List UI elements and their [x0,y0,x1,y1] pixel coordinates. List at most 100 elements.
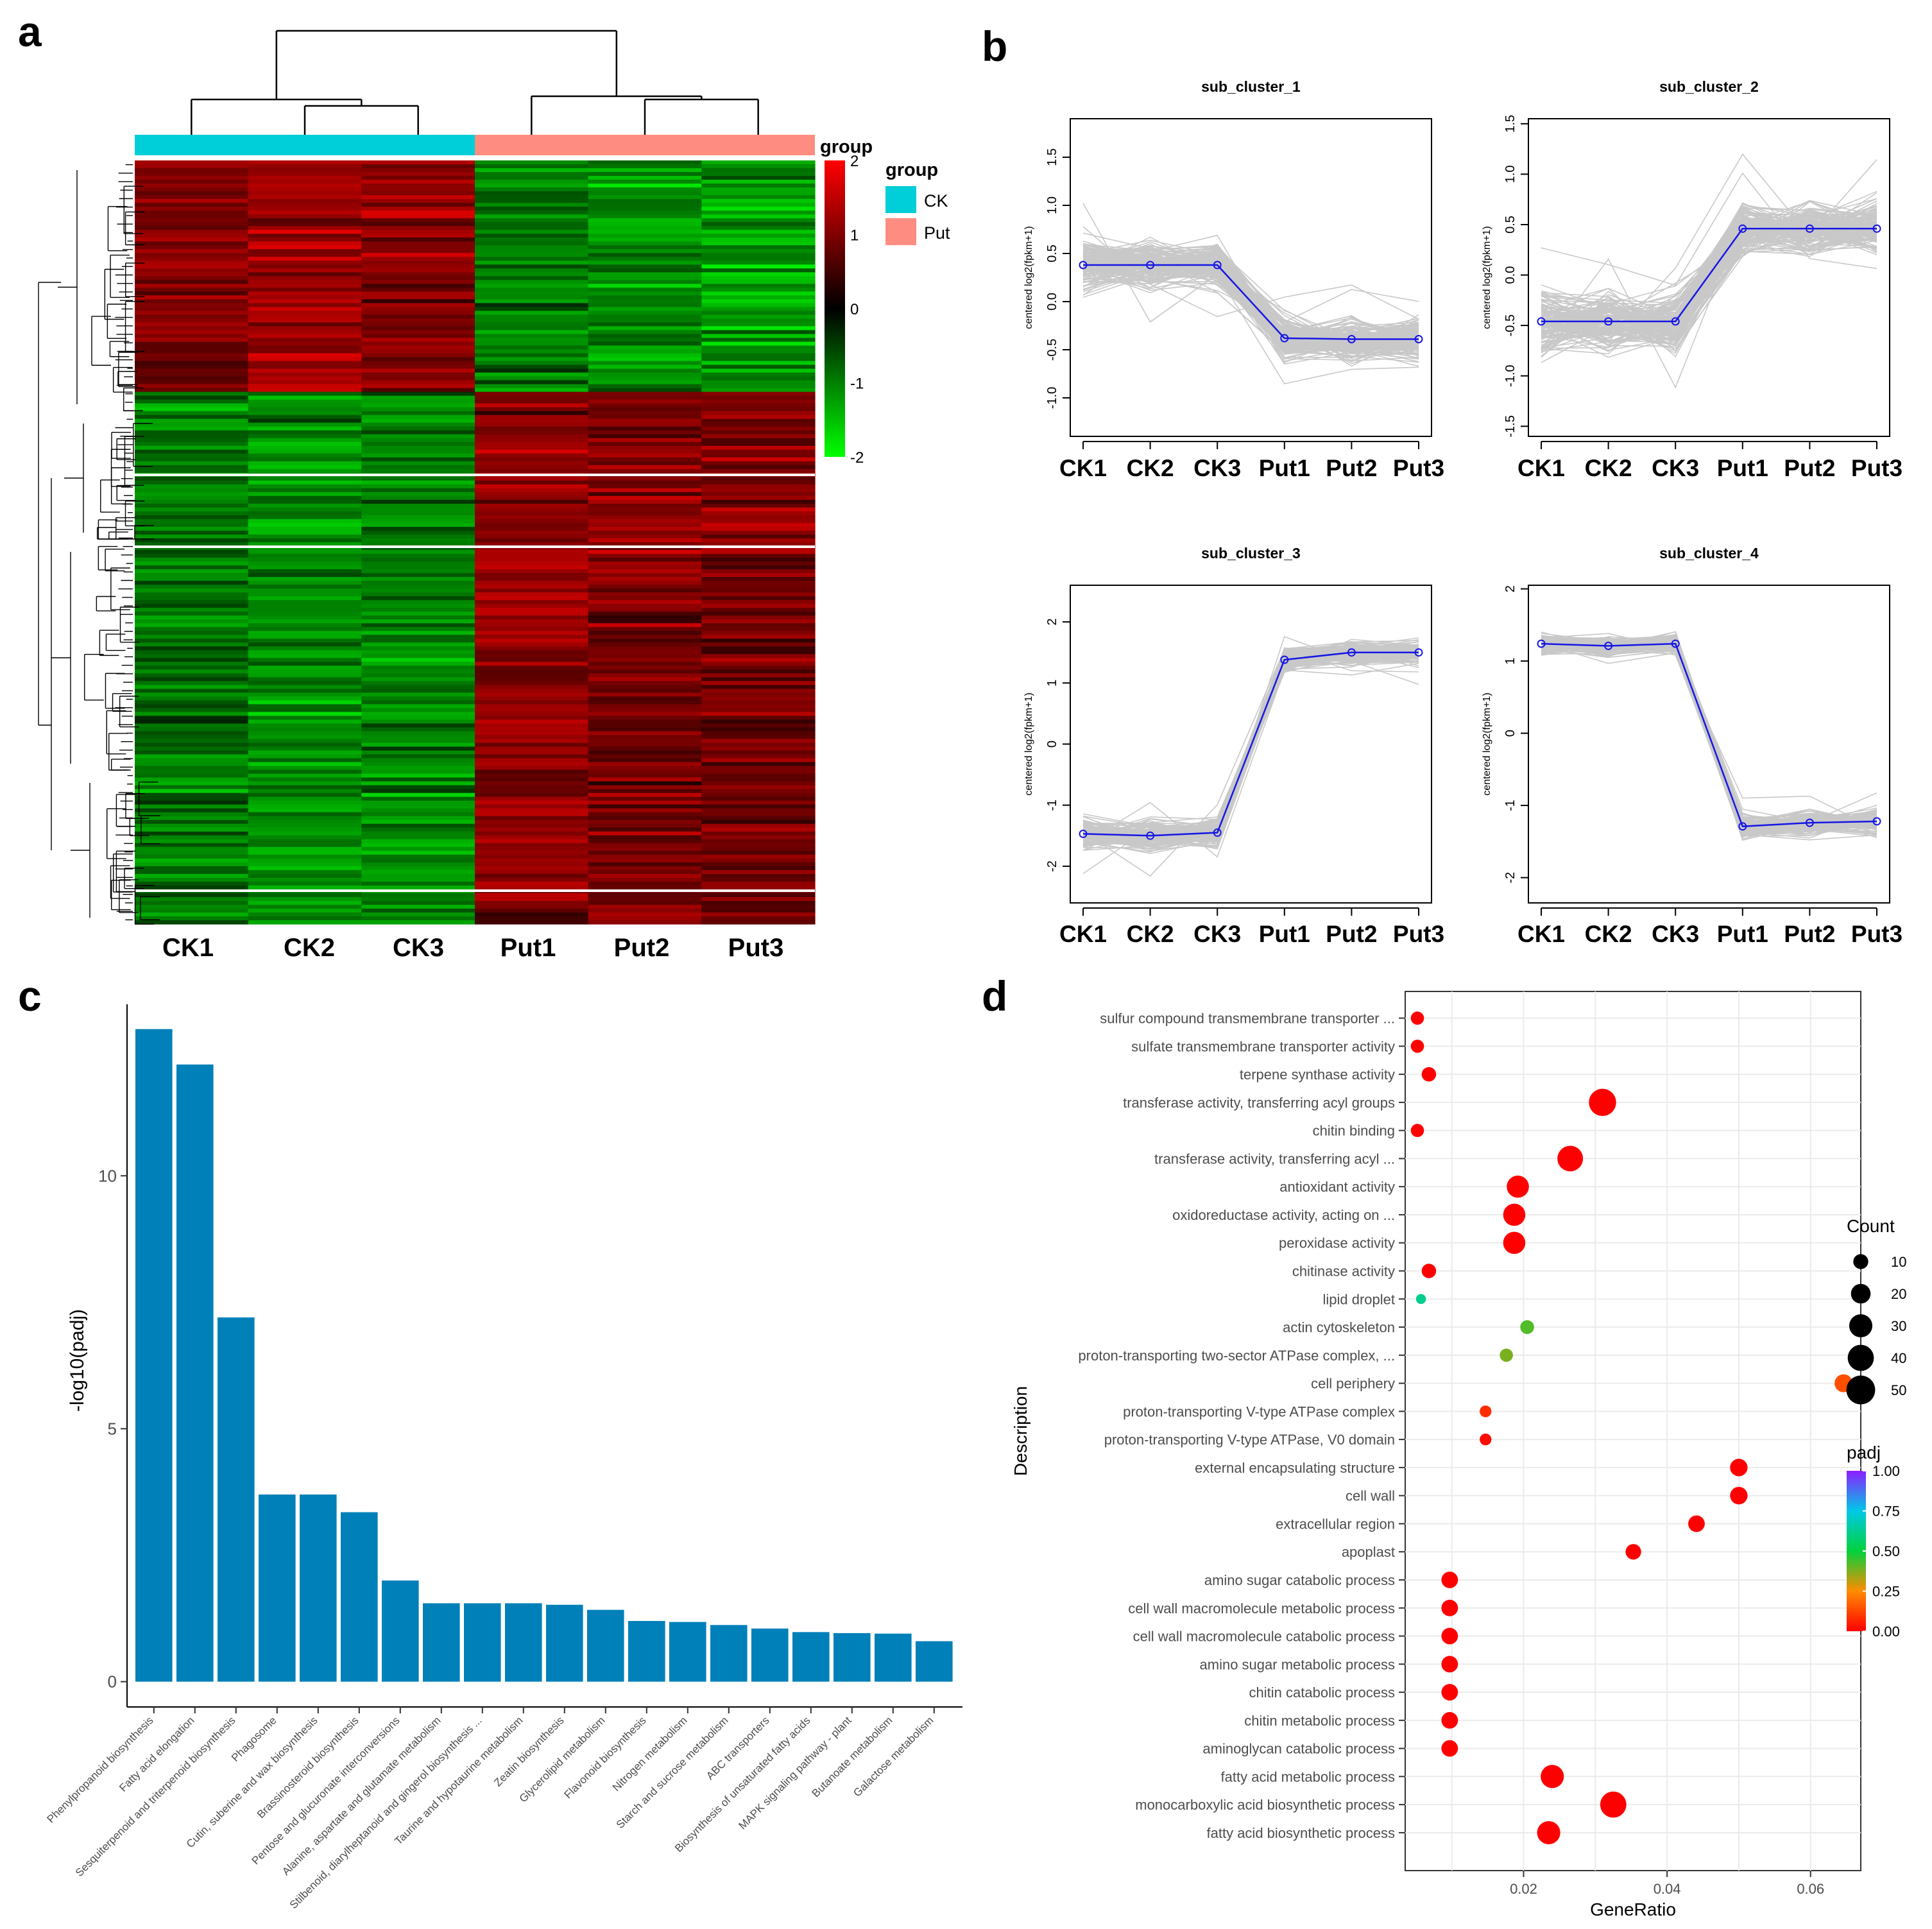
heat-cell [248,639,362,643]
x-tick-label: Put3 [1393,921,1444,947]
heat-cell [475,214,589,219]
heat-cell [361,573,475,578]
heat-cell [475,819,589,825]
heat-cell [361,261,475,265]
heat-cell [361,530,475,535]
heat-cell [135,712,249,717]
heat-cell [135,735,249,740]
x-tick-label: Put1 [1259,921,1310,947]
subplot-2: sub_cluster_2 -1.5 -1.0 -0.5 0.0 0.5 1.0 1.5 cen… [1482,78,1902,481]
heat-cell [588,368,702,373]
heat-cell [701,187,816,192]
heat-cell [588,422,702,427]
heat-cell [588,554,702,558]
heat-cell [475,299,589,304]
heat-cell [248,230,362,234]
heat-cell [361,430,475,435]
subplot-title: sub_cluster_1 [1201,78,1301,95]
heat-cell [588,785,702,790]
heat-cell [475,522,589,527]
heat-cell [248,361,362,366]
heat-cell [588,503,702,508]
heat-cell [135,268,249,273]
heat-cell [361,816,475,821]
padj-legend-label: 0.75 [1872,1504,1900,1520]
heat-cell [588,488,702,493]
heat-cell [135,750,249,755]
heat-cell [361,264,475,269]
heat-cell [475,577,589,581]
heat-cell [701,476,816,481]
heat-cell [475,777,589,782]
heat-cell [248,530,362,535]
heat-cell [135,299,249,304]
heat-cell [701,361,816,366]
heat-cell [588,538,702,543]
mean-point [1604,317,1613,326]
heat-cell [248,364,362,370]
heat-cell [701,785,816,790]
heat-cell [701,639,816,643]
heat-cell [588,716,702,721]
heat-cell [475,870,589,875]
heat-cell [135,862,249,867]
heat-cell [701,291,816,296]
heat-cell [248,669,362,674]
heat-cell [588,862,702,867]
heat-cell [361,403,475,408]
heat-cell [701,241,816,246]
heat-cell [475,257,589,261]
dot [1500,1348,1513,1362]
heat-cell [248,426,362,431]
dot [1730,1487,1748,1505]
mean-point [1414,335,1423,343]
heat-cell [248,164,362,169]
size-legend-label: 20 [1891,1286,1906,1302]
heat-cell [475,388,589,393]
gene-line [1082,253,1419,350]
heat-cell [475,846,589,852]
heat-cell [135,488,249,493]
heat-cell [135,554,249,558]
heat-cell [588,468,702,474]
heat-cell [248,573,362,578]
heat-cell [361,766,475,771]
heat-cell [701,430,816,435]
heat-cell [248,785,362,790]
heat-cell [475,727,589,732]
dot [1441,1599,1458,1616]
heat-cell [588,789,702,794]
heat-cell [588,418,702,424]
heat-cell [135,180,249,184]
heat-cell [361,253,475,257]
heat-cell [588,677,702,682]
heat-cell [248,245,362,250]
heat-cell [588,816,702,821]
heat-cell [361,908,475,913]
heat-cell [588,673,702,678]
heat-cell [588,484,702,489]
heat-cell [361,160,475,165]
heat-cell [248,287,362,292]
heat-cell [361,249,475,253]
column-label-put3: Put3 [728,934,784,962]
heat-cell [475,276,589,280]
heat-cell [135,318,249,323]
dot [1730,1459,1748,1477]
heat-cell [701,739,816,744]
y-tick-label: oxidoreductase activity, acting on ... [1172,1207,1395,1223]
heat-cell [361,488,475,493]
heat-cell [248,727,362,732]
heat-cell [701,700,816,705]
subplot-title: sub_cluster_4 [1659,545,1759,562]
heat-cell [135,422,249,427]
heat-cell [475,835,589,840]
heat-cell [248,592,362,597]
heat-cell [248,843,362,848]
heat-cell [248,862,362,867]
gene-line [1541,200,1877,336]
heat-cell [701,311,816,316]
mean-point [1280,655,1289,664]
mean-point [1347,648,1356,657]
heat-cell [701,646,816,651]
